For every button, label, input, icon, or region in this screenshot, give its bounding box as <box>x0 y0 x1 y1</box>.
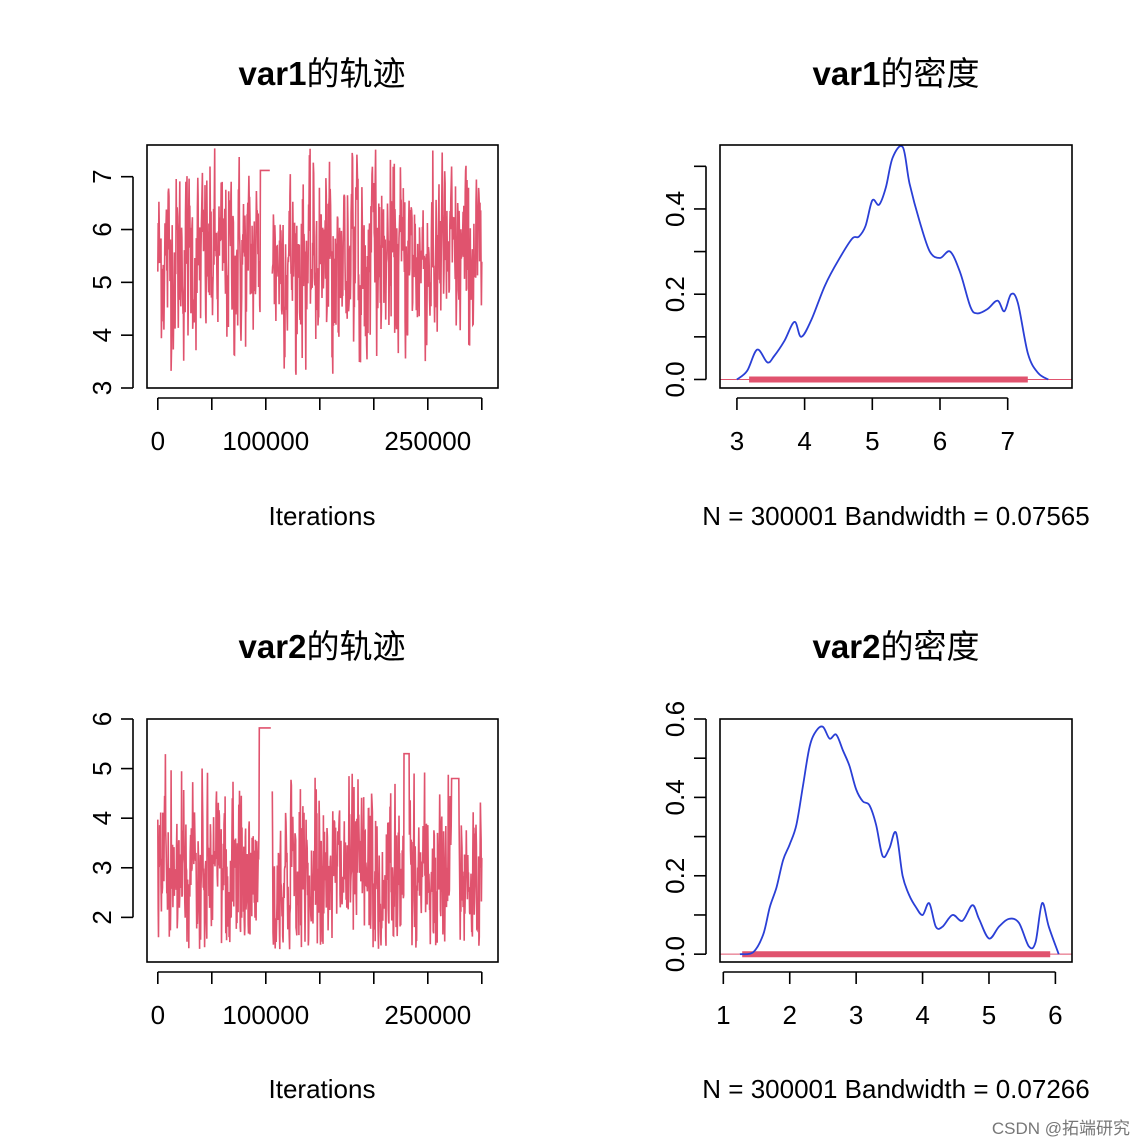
x-tick-label: 3 <box>730 426 744 456</box>
x-tick-label: 100000 <box>222 1000 309 1030</box>
title-var: var1 <box>239 55 307 92</box>
panel-var2-density: var2的密度 1 2 3 4 5 6 0.0 0.2 0.4 0.6 N = 300001 Ba… <box>660 628 1090 1104</box>
y-tick-label: 3 <box>87 381 117 395</box>
x-tick-label: 4 <box>797 426 811 456</box>
title-var: var1 <box>813 55 881 92</box>
x-tick-label: 100000 <box>222 426 309 456</box>
x-tick-label: 0 <box>151 426 165 456</box>
plot-frame <box>146 144 499 389</box>
y-tick-label: 3 <box>87 861 117 875</box>
panel-var2-trace: var2的轨迹 0 100000 250000 2 3 4 5 6 Iterations <box>87 628 499 1104</box>
x-axis-label: N = 300001 Bandwidth = 0.07266 <box>702 1074 1089 1104</box>
y-tick-label: 5 <box>87 761 117 775</box>
x-tick-label: 6 <box>1048 1000 1062 1030</box>
density-curve <box>739 725 1060 956</box>
trace-series-line <box>157 727 483 950</box>
plot-contents <box>720 145 1072 383</box>
x-tick-label: 2 <box>783 1000 797 1030</box>
panel-var1-density: var1的密度 3 4 5 6 7 0.0 0.2 0.4 N = 300001 Bandwi… <box>660 55 1090 531</box>
x-tick-label: 3 <box>849 1000 863 1030</box>
x-tick-label: 5 <box>982 1000 996 1030</box>
title-var: var2 <box>239 628 307 665</box>
chart-title: var2的密度 <box>813 628 980 665</box>
y-tick-label: 0.4 <box>660 191 690 227</box>
plot-frame <box>719 144 1073 389</box>
density-curve <box>736 145 1049 381</box>
x-tick-label: 250000 <box>384 1000 471 1030</box>
y-tick-label: 5 <box>87 275 117 289</box>
y-tick-label: 7 <box>87 169 117 183</box>
title-suffix: 的密度 <box>880 628 979 665</box>
x-tick-label: 0 <box>151 1000 165 1030</box>
y-tick-label: 6 <box>87 712 117 726</box>
plot-contents <box>157 727 483 950</box>
y-tick-label: 4 <box>87 811 117 825</box>
title-var: var2 <box>813 628 881 665</box>
plot-frame <box>719 718 1073 963</box>
chart-title: var1的轨迹 <box>239 55 406 92</box>
title-suffix: 的轨迹 <box>306 55 405 92</box>
x-tick-label: 1 <box>716 1000 730 1030</box>
x-tick-label: 4 <box>915 1000 929 1030</box>
x-tick-label: 6 <box>933 426 947 456</box>
watermark: CSDN @拓端研究 <box>992 1119 1130 1138</box>
y-tick-label: 0.6 <box>660 701 690 737</box>
x-tick-label: 250000 <box>384 426 471 456</box>
y-tick-label: 0.2 <box>660 858 690 894</box>
plot-area: 1 2 3 4 5 6 0.0 0.2 0.4 0.6 <box>660 701 1073 1030</box>
plot-contents <box>157 148 483 375</box>
chart-title: var2的轨迹 <box>239 628 406 665</box>
y-tick-label: 6 <box>87 222 117 236</box>
x-axis-label: Iterations <box>269 1074 376 1104</box>
x-axis-label: Iterations <box>269 501 376 531</box>
x-axis-label: N = 300001 Bandwidth = 0.07565 <box>702 501 1089 531</box>
y-tick-label: 4 <box>87 328 117 342</box>
plot-area: 0 100000 250000 2 3 4 5 6 <box>87 712 499 1030</box>
y-tick-label: 0.0 <box>660 361 690 397</box>
y-tick-label: 0.2 <box>660 276 690 312</box>
plot-contents <box>720 725 1072 958</box>
y-tick-label: 2 <box>87 910 117 924</box>
y-tick-label: 0.0 <box>660 936 690 972</box>
trace-series-line <box>157 148 483 375</box>
y-tick-label: 0.4 <box>660 779 690 815</box>
chart-title: var1的密度 <box>813 55 980 92</box>
title-suffix: 的轨迹 <box>306 628 405 665</box>
panel-var1-trace: var1的轨迹 0 100000 250000 3 4 5 6 7 Iterations <box>87 55 499 531</box>
plot-area: 3 4 5 6 7 0.0 0.2 0.4 <box>660 144 1073 456</box>
x-tick-label: 7 <box>1000 426 1014 456</box>
plot-frame <box>146 718 499 963</box>
title-suffix: 的密度 <box>880 55 979 92</box>
x-tick-label: 5 <box>865 426 879 456</box>
plot-area: 0 100000 250000 3 4 5 6 7 <box>87 144 499 456</box>
